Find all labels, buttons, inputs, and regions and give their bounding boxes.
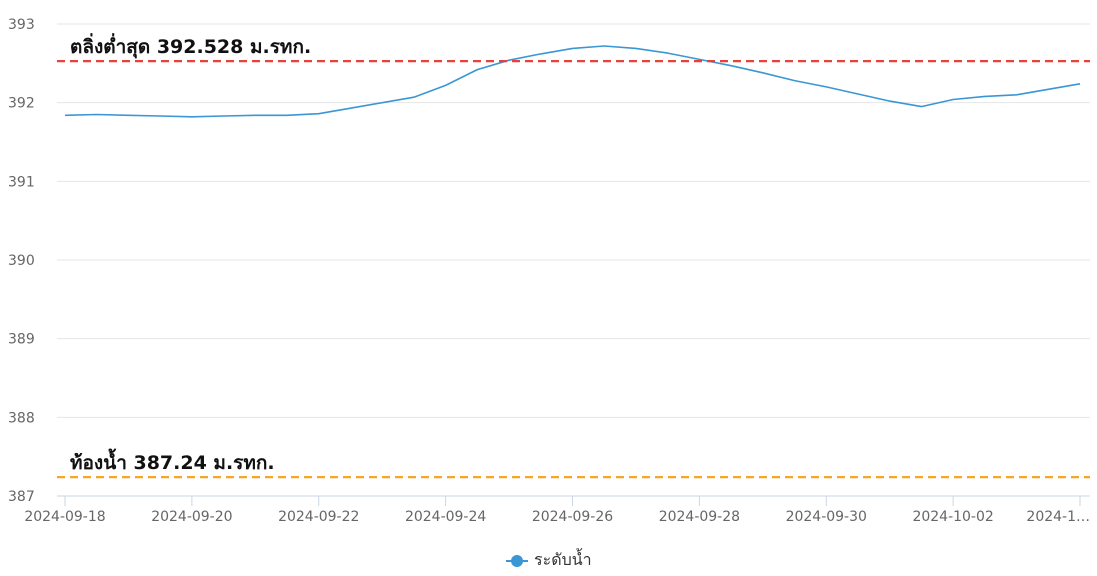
x-tick-label: 2024-1… — [1026, 509, 1090, 525]
x-tick-label: 2024-09-28 — [659, 509, 740, 525]
x-tick-label: 2024-09-18 — [24, 509, 105, 525]
legend-marker-icon — [506, 554, 528, 568]
y-axis-ticks: 393 392 391 390 389 388 387 — [8, 17, 35, 505]
y-tick-label: 389 — [8, 332, 35, 348]
x-tick-label: 2024-09-26 — [532, 509, 613, 525]
y-tick-label: 388 — [8, 410, 35, 426]
reference-line-label: ท้องน้ำ 387.24 ม.รทก. — [70, 448, 275, 474]
x-tick-label: 2024-09-30 — [786, 509, 867, 525]
y-tick-label: 391 — [8, 174, 35, 190]
x-tick-label: 2024-09-20 — [151, 509, 232, 525]
reference-lines: ตลิ่งต่ำสุด 392.528 ม.รทก. ท้องน้ำ 387.24… — [57, 33, 1090, 479]
legend-label: ระดับน้ำ — [534, 550, 592, 569]
series-layer — [64, 45, 1081, 118]
series-line-water-level — [64, 45, 1081, 118]
y-tick-label: 392 — [8, 96, 35, 112]
x-tick-label: 2024-09-24 — [405, 509, 486, 525]
y-tick-label: 390 — [8, 253, 35, 269]
x-tick-label: 2024-09-22 — [278, 509, 359, 525]
y-tick-label: 393 — [8, 17, 35, 33]
reference-line-label: ตลิ่งต่ำสุด 392.528 ม.รทก. — [70, 33, 311, 59]
x-axis: 2024-09-18 2024-09-20 2024-09-22 2024-09-24… — [24, 495, 1090, 525]
chart-legend[interactable]: ระดับน้ำ — [506, 548, 592, 573]
x-tick-label: 2024-10-02 — [912, 509, 993, 525]
grid-lines — [57, 23, 1090, 497]
y-tick-label: 387 — [8, 489, 35, 505]
